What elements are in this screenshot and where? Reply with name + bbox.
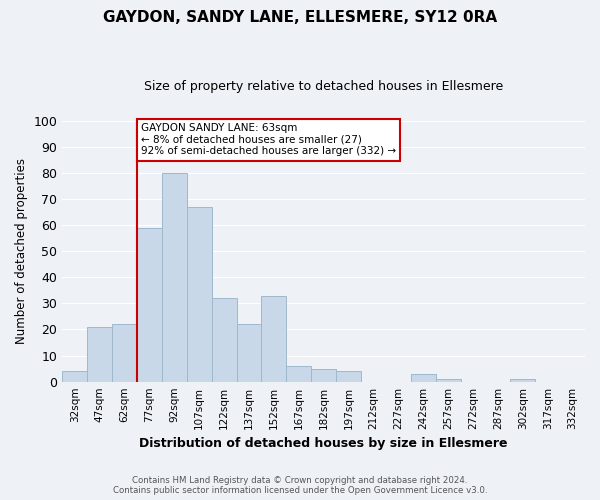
Text: GAYDON SANDY LANE: 63sqm
← 8% of detached houses are smaller (27)
92% of semi-de: GAYDON SANDY LANE: 63sqm ← 8% of detache… — [140, 123, 396, 156]
Text: GAYDON, SANDY LANE, ELLESMERE, SY12 0RA: GAYDON, SANDY LANE, ELLESMERE, SY12 0RA — [103, 10, 497, 25]
Title: Size of property relative to detached houses in Ellesmere: Size of property relative to detached ho… — [144, 80, 503, 93]
Bar — [137, 228, 162, 382]
Bar — [262, 296, 286, 382]
Bar — [286, 366, 311, 382]
Bar — [162, 173, 187, 382]
Bar — [236, 324, 262, 382]
Bar — [62, 371, 87, 382]
Bar — [511, 379, 535, 382]
Y-axis label: Number of detached properties: Number of detached properties — [15, 158, 28, 344]
Text: Contains HM Land Registry data © Crown copyright and database right 2024.
Contai: Contains HM Land Registry data © Crown c… — [113, 476, 487, 495]
Bar — [411, 374, 436, 382]
Bar — [436, 379, 461, 382]
X-axis label: Distribution of detached houses by size in Ellesmere: Distribution of detached houses by size … — [139, 437, 508, 450]
Bar — [212, 298, 236, 382]
Bar — [87, 327, 112, 382]
Bar — [112, 324, 137, 382]
Bar — [187, 206, 212, 382]
Bar — [336, 371, 361, 382]
Bar — [311, 368, 336, 382]
